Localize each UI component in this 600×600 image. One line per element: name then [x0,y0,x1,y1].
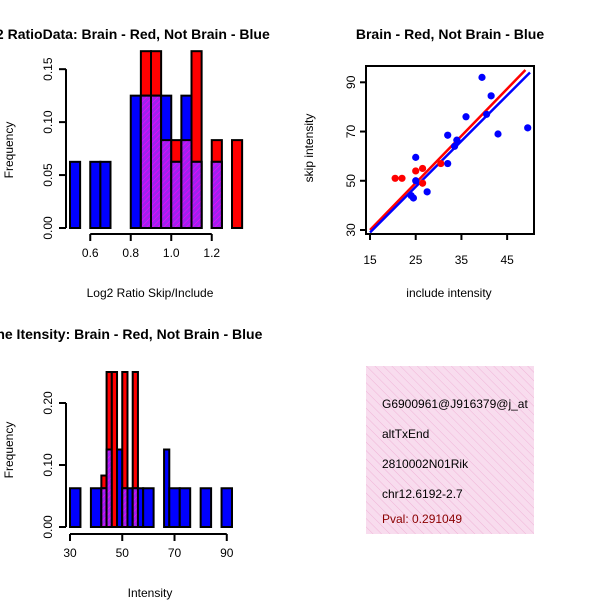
bar-overlap [150,94,163,229]
bar-not-brain [168,487,181,528]
panel-log2-ratio: Log2 RatioData: Brain - Red, Not Brain -… [0,26,270,300]
bar-brain [231,139,244,229]
chart-title: Gene Itensity: Brain - Red, Not Brain - … [0,326,263,342]
point-brain [398,174,406,182]
y-tick-label: 0.10 [41,110,55,134]
point-not-brain [450,142,459,150]
point-not-brain [478,73,486,81]
point-not-brain [494,130,502,138]
x-tick-label: 25 [409,253,423,267]
bar-not-brain [99,160,112,229]
x-axis-label: Intensity [128,586,173,600]
point-not-brain [524,124,532,132]
x-tick-label: 45 [500,253,514,267]
bar-overlap [160,139,173,229]
info-location: chr12.6192-2.7 [382,487,463,501]
y-tick-label: 70 [344,125,358,139]
panel-gene-intensity: Gene Itensity: Brain - Red, Not Brain - … [0,326,263,600]
y-tick-label: 30 [344,223,358,237]
bar-not-brain [199,487,213,528]
point-not-brain [409,194,418,202]
x-tick-label: 1.0 [163,246,180,260]
point-not-brain [444,159,452,168]
info-box-background [366,366,534,534]
bar-not-brain [89,487,103,528]
bars-group [69,371,233,529]
bar-not-brain [129,94,142,229]
x-tick-label: 50 [116,546,130,560]
x-axis-label: Log2 Ratio Skip/Include [87,286,214,300]
info-box: G6900961@J916379@j_at altTxEnd 2810002N0… [366,366,534,534]
x-tick-label: 0.8 [122,246,139,260]
point-not-brain [444,131,452,139]
plot-frame [365,65,535,235]
chart-title: Brain - Red, Not Brain - Blue [356,26,544,42]
info-probe-id: G6900961@J916379@j_at [382,397,528,411]
bar-overlap [170,160,183,229]
info-gene-name: 2810002N01Rik [382,457,469,471]
y-tick-label: 0.10 [41,453,55,477]
axes-group: 30 50 70 90 0.00 0.10 0.20 [41,391,234,560]
x-tick-label: 70 [168,546,182,560]
panel-scatter: Brain - Red, Not Brain - Blue include in… [302,26,544,300]
bar-overlap [210,160,223,229]
x-tick-label: 90 [220,546,234,560]
bar-not-brain [89,160,102,229]
x-tick-label: 0.6 [82,246,99,260]
axes-group: 15 25 35 45 30 50 70 90 [344,65,535,267]
plot-group [369,69,532,234]
x-tick-label: 1.2 [203,246,220,260]
point-not-brain [462,113,470,121]
bar-not-brain [178,487,192,528]
y-axis-label: Frequency [2,122,16,179]
bar-not-brain [69,487,82,528]
y-tick-label: 0.20 [41,391,55,415]
point-not-brain [423,188,431,196]
point-brain [437,159,445,168]
y-tick-label: 0.00 [41,216,55,240]
point-brain [412,167,420,175]
bar-overlap [139,94,152,229]
info-event-type: altTxEnd [382,427,429,441]
x-tick-label: 15 [363,253,377,267]
point-not-brain [412,177,420,185]
info-pval: Pval: 0.291049 [382,512,462,526]
x-tick-label: 35 [455,253,469,267]
point-not-brain [453,136,461,144]
y-tick-label: 0.00 [41,515,55,539]
axes-group: 0.6 0.8 1.0 1.2 0.00 0.05 0.10 0.15 [41,57,220,260]
bar-overlap [190,160,203,229]
point-not-brain [482,110,491,118]
point-brain [391,174,399,182]
point-not-brain [487,92,495,100]
bar-overlap [180,139,193,229]
point-brain [418,164,427,173]
point-brain [418,179,427,187]
x-tick-label: 30 [63,546,77,560]
y-axis-label: skip intensity [302,114,316,183]
bars-group [69,50,244,230]
y-tick-label: 0.15 [41,57,55,81]
bar-not-brain [220,487,233,528]
y-axis-label: Frequency [2,422,16,479]
fit-line-brain [369,69,527,231]
x-axis-label: include intensity [406,286,491,300]
y-tick-label: 90 [344,75,358,89]
plot-area [369,69,532,234]
chart-title: Log2 RatioData: Brain - Red, Not Brain -… [0,26,270,42]
y-tick-label: 50 [344,174,358,188]
bar-not-brain [142,487,155,528]
bar-not-brain [69,160,82,229]
fit-line-not-brain [369,71,531,234]
y-tick-label: 0.05 [41,163,55,187]
point-not-brain [412,153,420,161]
